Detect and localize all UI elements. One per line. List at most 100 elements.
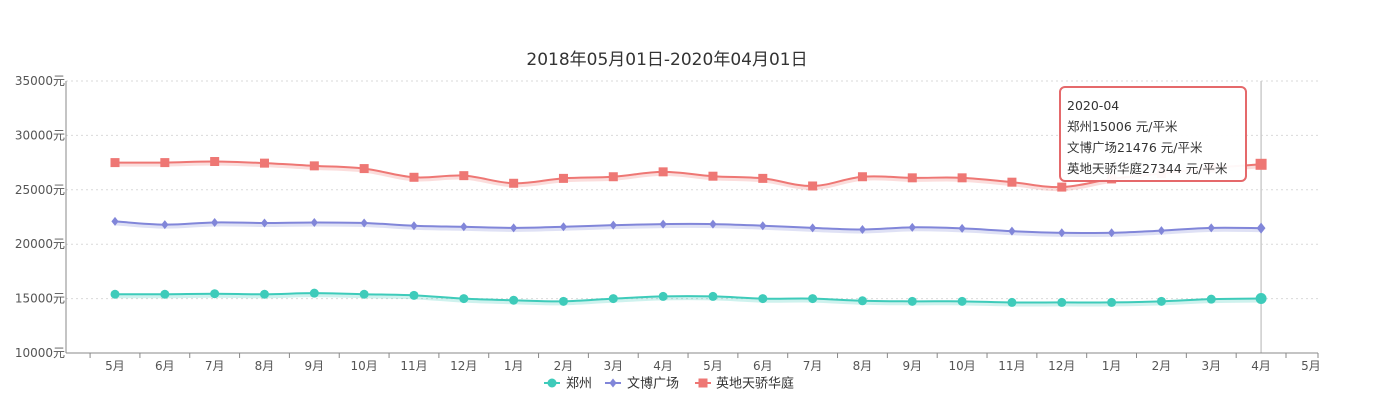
data-point bbox=[1057, 182, 1067, 192]
data-point bbox=[409, 290, 419, 300]
legend-item-2[interactable]: 英地天骄华庭 bbox=[695, 376, 794, 392]
data-point bbox=[259, 158, 269, 168]
x-tick-label: 5月 bbox=[1301, 359, 1321, 373]
data-point bbox=[210, 289, 220, 299]
series-line-shadow bbox=[114, 293, 1262, 307]
legend-marker bbox=[698, 378, 708, 388]
tooltip-row-yingdi: 英地天骄华庭27344 元/平米 bbox=[1067, 161, 1228, 176]
data-point bbox=[1108, 228, 1116, 238]
data-point bbox=[360, 218, 368, 228]
series-layer bbox=[110, 157, 1267, 307]
data-point bbox=[160, 158, 170, 168]
data-point bbox=[958, 223, 966, 233]
data-point bbox=[110, 158, 120, 168]
legend-marker bbox=[547, 378, 557, 388]
data-point bbox=[310, 217, 318, 227]
y-tick-label: 30000元 bbox=[15, 128, 65, 142]
data-point bbox=[1007, 177, 1017, 187]
legend[interactable]: 郑州 文博广场 英地天骄华庭 bbox=[544, 376, 794, 392]
data-point bbox=[1058, 228, 1066, 238]
data-tooltip: 2020-04 郑州15006 元/平米 文博广场21476 元/平米 英地天骄… bbox=[1059, 86, 1247, 182]
data-point bbox=[409, 172, 419, 182]
x-tick-label: 2月 bbox=[1152, 359, 1172, 373]
x-tick-label: 4月 bbox=[653, 359, 673, 373]
data-point bbox=[1007, 297, 1017, 307]
data-point bbox=[359, 289, 369, 299]
data-point bbox=[459, 171, 469, 181]
series-0 bbox=[110, 288, 1267, 307]
data-point bbox=[558, 296, 568, 306]
data-point bbox=[210, 157, 220, 167]
y-tick-label: 25000元 bbox=[15, 183, 65, 197]
tooltip-header: 2020-04 bbox=[1067, 98, 1120, 113]
data-point bbox=[957, 173, 967, 183]
data-point bbox=[708, 171, 718, 181]
data-point bbox=[1156, 296, 1166, 306]
data-point bbox=[658, 291, 668, 301]
data-point bbox=[608, 294, 618, 304]
data-point bbox=[1057, 297, 1067, 307]
data-point bbox=[857, 172, 867, 182]
data-point bbox=[309, 288, 319, 298]
data-point bbox=[1207, 223, 1215, 233]
data-point bbox=[359, 164, 369, 174]
x-tick-label: 10月 bbox=[948, 359, 975, 373]
y-tick-label: 35000元 bbox=[15, 74, 65, 88]
x-tick-label: 3月 bbox=[1201, 359, 1221, 373]
data-point bbox=[1255, 158, 1267, 170]
data-point bbox=[1107, 297, 1117, 307]
y-tick-label: 15000元 bbox=[15, 292, 65, 306]
y-tick-label: 20000元 bbox=[15, 237, 65, 251]
x-tick-label: 5月 bbox=[105, 359, 125, 373]
series-line-shadow bbox=[114, 221, 1262, 238]
data-point bbox=[459, 294, 469, 304]
data-point bbox=[758, 173, 768, 183]
data-point bbox=[857, 296, 867, 306]
data-point bbox=[759, 221, 767, 231]
data-point bbox=[1157, 226, 1166, 236]
data-point bbox=[809, 223, 817, 233]
x-tick-label: 4月 bbox=[1251, 359, 1271, 373]
data-point bbox=[1206, 294, 1216, 304]
data-point bbox=[608, 172, 618, 182]
x-tick-label: 8月 bbox=[255, 359, 275, 373]
tooltip-row-zhengzhou: 郑州15006 元/平米 bbox=[1067, 119, 1178, 134]
data-point bbox=[908, 222, 916, 232]
legend-marker bbox=[609, 378, 617, 388]
legend-item-1[interactable]: 文博广场 bbox=[605, 377, 679, 392]
legend-item-0[interactable]: 郑州 bbox=[544, 377, 592, 392]
legend-label: 郑州 bbox=[566, 377, 592, 392]
x-tick-label: 9月 bbox=[304, 359, 324, 373]
data-point bbox=[658, 167, 668, 177]
data-point bbox=[309, 161, 319, 171]
x-tick-label: 12月 bbox=[1048, 359, 1075, 373]
data-point bbox=[510, 223, 518, 233]
data-point bbox=[161, 220, 169, 230]
x-tick-label: 6月 bbox=[155, 359, 175, 373]
data-point bbox=[957, 296, 967, 306]
data-point bbox=[111, 216, 119, 226]
series-line bbox=[114, 220, 1262, 235]
x-tick-label: 8月 bbox=[853, 359, 873, 373]
data-point bbox=[160, 289, 170, 299]
data-point bbox=[509, 178, 519, 188]
data-point bbox=[110, 289, 120, 299]
x-tick-label: 12月 bbox=[450, 359, 477, 373]
data-point bbox=[609, 220, 617, 230]
data-point bbox=[1256, 222, 1266, 234]
data-point bbox=[659, 219, 667, 229]
legend-label: 英地天骄华庭 bbox=[716, 376, 794, 392]
data-point bbox=[808, 294, 818, 304]
data-point bbox=[758, 294, 768, 304]
legend-label: 文博广场 bbox=[627, 377, 679, 392]
data-point bbox=[709, 219, 717, 229]
data-point bbox=[211, 217, 219, 227]
axis-layer: 10000元 15000元 20000元 25000元 30000元 35000元 5月 6月… bbox=[15, 74, 1321, 373]
data-point bbox=[260, 218, 269, 228]
series-1 bbox=[111, 216, 1266, 238]
data-point bbox=[708, 291, 718, 301]
x-tick-label: 3月 bbox=[603, 359, 623, 373]
x-tick-label: 7月 bbox=[205, 359, 225, 373]
x-tick-label: 2月 bbox=[554, 359, 574, 373]
